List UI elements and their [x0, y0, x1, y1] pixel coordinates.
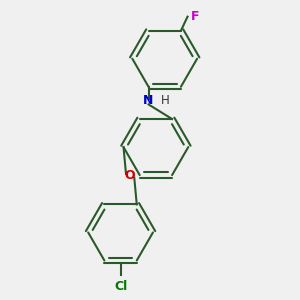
Text: F: F	[190, 10, 199, 23]
Text: H: H	[161, 94, 170, 106]
Text: O: O	[125, 169, 135, 182]
Text: N: N	[143, 94, 154, 106]
Text: Cl: Cl	[114, 280, 127, 292]
